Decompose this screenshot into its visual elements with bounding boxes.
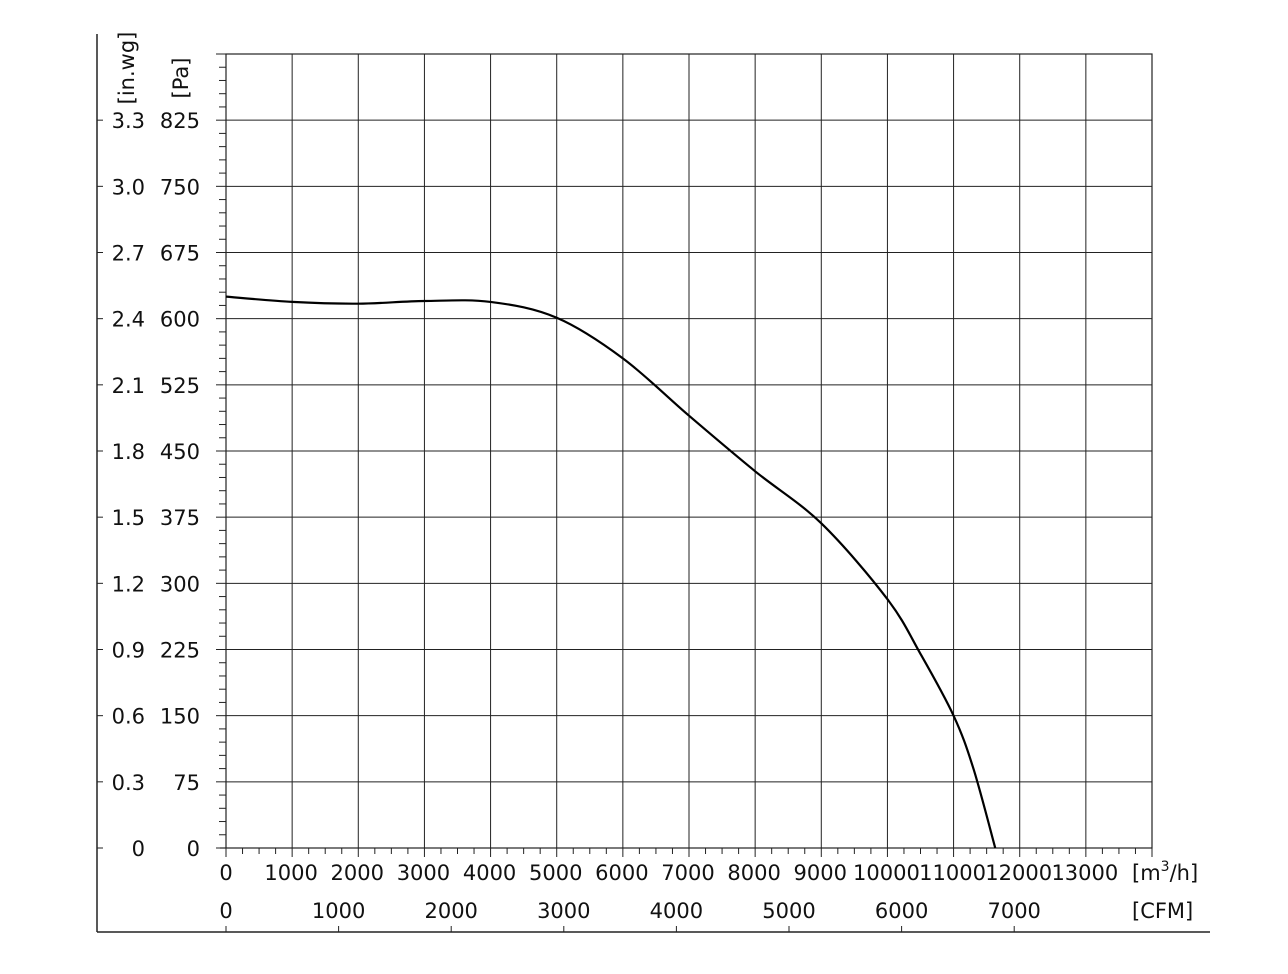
x-tick-label: 7000 [661, 861, 714, 885]
y-tick-label: 600 [160, 308, 200, 332]
x-tick-label: 1000 [264, 861, 317, 885]
y-tick-label: 225 [160, 639, 200, 663]
x-tick-label: 3000 [397, 861, 450, 885]
x2-tick-label: 5000 [762, 899, 815, 923]
y2-tick-label: 0.6 [112, 705, 145, 729]
pressure-curve-line [225, 295, 997, 849]
x-tick-label: 8000 [727, 861, 780, 885]
y-tick-label: 450 [160, 440, 200, 464]
y2-tick-label: 1.8 [112, 440, 145, 464]
y-tick-label: 750 [160, 175, 200, 199]
x2-tick-label: 7000 [987, 899, 1040, 923]
x-tick-label: 10000 [853, 861, 920, 885]
y-tick-label: 675 [160, 242, 200, 266]
y2-tick-label: 0 [132, 837, 145, 861]
x2-tick-label: 4000 [650, 899, 703, 923]
x-tick-label: 6000 [595, 861, 648, 885]
performance-curve [225, 295, 997, 849]
x2-tick-label: 6000 [875, 899, 928, 923]
tick-marks [97, 53, 1153, 932]
x-tick-label: 0 [219, 861, 232, 885]
y2-tick-label: 3.3 [112, 109, 145, 133]
x-tick-label: 12000 [985, 861, 1052, 885]
axes [96, 34, 1210, 933]
y-unit-label: [Pa] [169, 58, 193, 99]
x2-tick-label: 0 [219, 899, 232, 923]
y2-tick-label: 1.2 [112, 572, 145, 596]
y2-tick-label: 0.3 [112, 771, 145, 795]
y2-tick-label: 1.5 [112, 506, 145, 530]
x2-unit-label: [CFM] [1132, 899, 1193, 923]
x-tick-label: 4000 [463, 861, 516, 885]
tick-labels: 0 75 150 225 300 375 450 525 600 675 750 825 0 0.3 0.6… [112, 109, 1119, 923]
y2-tick-label: 2.7 [112, 242, 145, 266]
y-tick-label: 825 [160, 109, 200, 133]
grid [225, 53, 1153, 849]
y-tick-label: 525 [160, 374, 200, 398]
x2-tick-label: 2000 [424, 899, 477, 923]
y-tick-label: 0 [187, 837, 200, 861]
x-unit-superscript: 3 [1161, 859, 1170, 875]
x2-tick-label: 3000 [537, 899, 590, 923]
x-unit-tail: /h] [1170, 861, 1199, 885]
x-tick-label: 9000 [794, 861, 847, 885]
y-tick-label: 75 [173, 771, 200, 795]
x-tick-label: 2000 [331, 861, 384, 885]
y2-tick-label: 2.1 [112, 374, 145, 398]
y-tick-label: 375 [160, 506, 200, 530]
x-tick-label: 5000 [529, 861, 582, 885]
y2-tick-label: 3.0 [112, 175, 145, 199]
x-tick-label: 13000 [1051, 861, 1118, 885]
x-unit-label: [m3/h] [1132, 859, 1198, 885]
x-tick-label: 11000 [919, 861, 986, 885]
y2-tick-label: 2.4 [112, 308, 145, 332]
y-tick-label: 300 [160, 572, 200, 596]
x-unit-base: [m [1132, 861, 1161, 885]
y2-tick-label: 0.9 [112, 639, 145, 663]
y2-unit-label: [in.wg] [115, 32, 139, 105]
x2-tick-label: 1000 [312, 899, 365, 923]
y-tick-label: 150 [160, 705, 200, 729]
